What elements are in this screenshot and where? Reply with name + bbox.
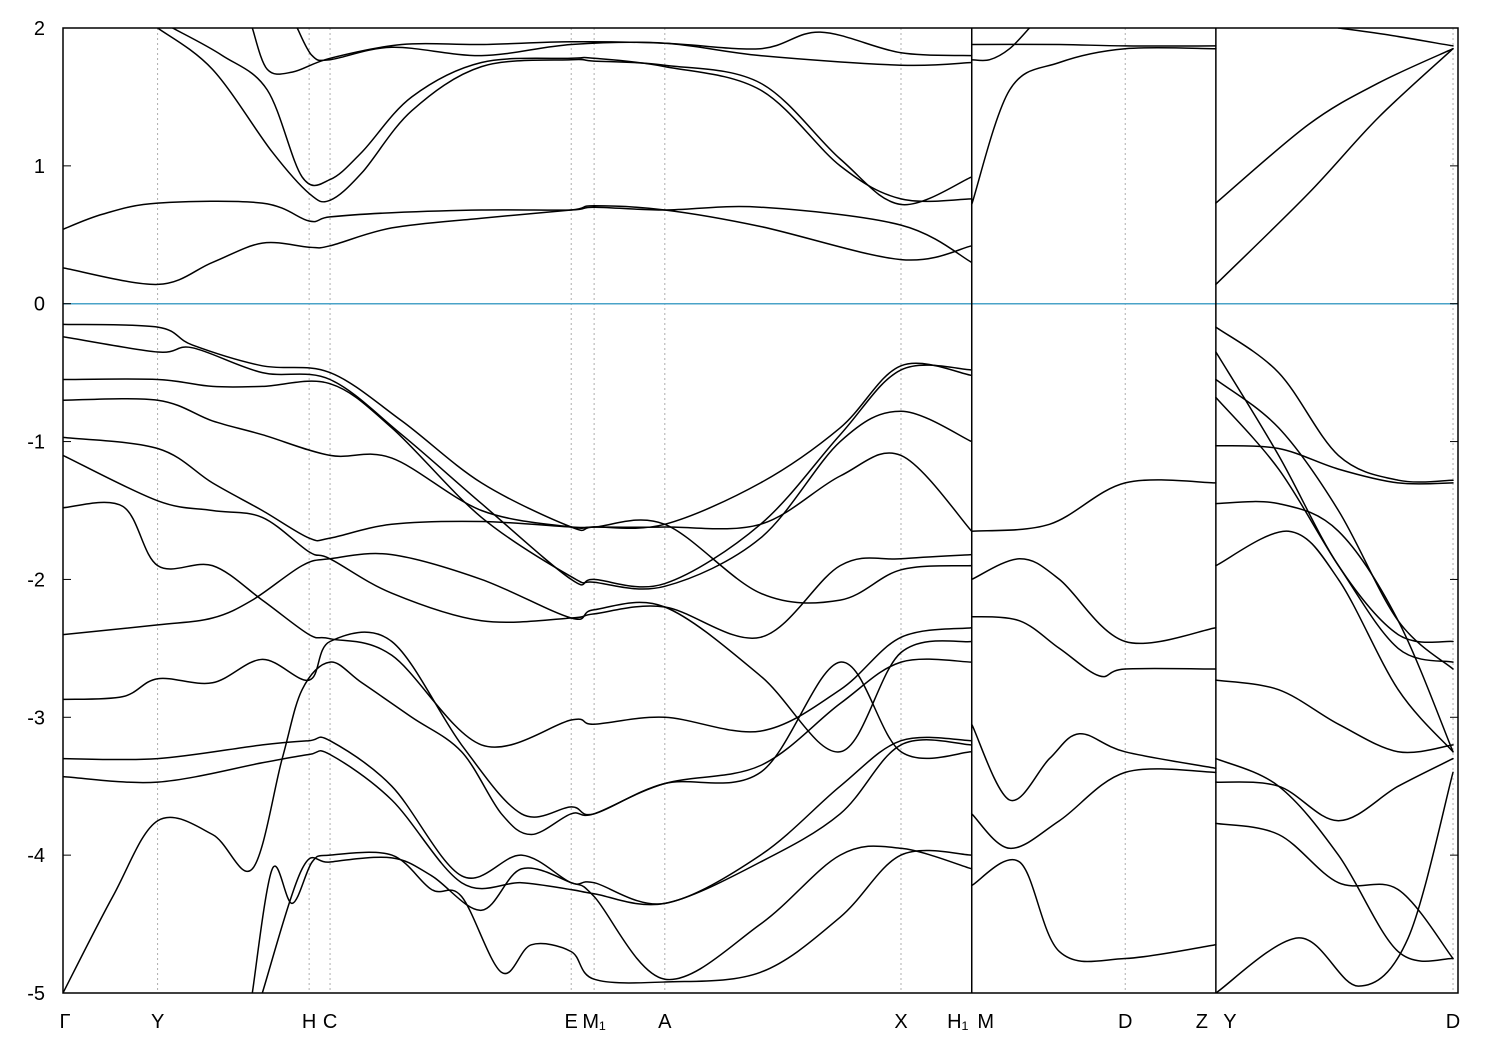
band-line-21: [970, 28, 1031, 62]
band-line-6: [296, 28, 973, 67]
x-axis: Γ Y H C E M₁ A X H₁ M D Z Y D: [59, 1011, 1460, 1033]
band-line-12: [63, 454, 973, 639]
band-line-28: [970, 768, 1217, 850]
x-tick-label: H₁: [947, 1011, 968, 1033]
band-line-22: [970, 46, 1217, 206]
band-line-42: [1215, 757, 1454, 822]
band-line-15: [63, 631, 973, 818]
y-tick-label: -1: [27, 432, 45, 454]
y-tick-label: 2: [34, 18, 45, 40]
band-line-1: [63, 200, 973, 264]
y-tick-label: 1: [34, 156, 45, 178]
band-line-34: [1215, 351, 1454, 644]
band-line-38: [1215, 500, 1454, 753]
band-line-14: [63, 552, 973, 753]
y-tick-label: 0: [34, 294, 45, 316]
band-line-29: [970, 859, 1217, 963]
band-line-8: [63, 336, 973, 588]
y-tick-label: -4: [27, 845, 45, 867]
band-line-20: [261, 845, 973, 993]
band-line-4: [171, 28, 973, 203]
band-line-25: [970, 558, 1217, 645]
x-tick-label: Γ: [59, 1011, 70, 1033]
band-line-32: [1337, 28, 1454, 47]
band-line-44: [1215, 771, 1454, 993]
x-tick-label: H: [302, 1011, 316, 1033]
x-tick-label: Z: [1196, 1011, 1208, 1033]
y-tick-label: -2: [27, 569, 45, 591]
y-tick-label: -3: [27, 707, 45, 729]
kpoint-gridlines: [157, 28, 1454, 993]
band-line-18: [63, 658, 973, 993]
band-line-26: [970, 615, 1217, 678]
band-line-19: [251, 849, 973, 993]
x-tick-label: X: [894, 1011, 907, 1033]
band-line-33: [1215, 326, 1454, 483]
band-line-40: [1215, 679, 1454, 754]
band-line-39: [1215, 530, 1454, 753]
plot-frame: [62, 27, 1459, 994]
x-tick-label: Y: [1223, 1011, 1236, 1033]
band-line-5: [251, 28, 973, 75]
x-tick-label: E: [565, 1011, 578, 1033]
band-line-30: [1215, 47, 1454, 204]
band-line-10: [63, 397, 973, 532]
y-axis: 2 1 0 -1 -2 -3 -4 -5: [27, 18, 1458, 1005]
x-tick-label: Y: [151, 1011, 164, 1033]
band-line-13: [63, 501, 973, 748]
segment-breaks: [970, 28, 1217, 993]
x-tick-label: C: [323, 1011, 337, 1033]
band-line-27: [970, 723, 1217, 802]
band-line-41: [1215, 757, 1454, 962]
band-line-23: [970, 43, 1217, 47]
band-line-2: [63, 205, 973, 286]
band-line-35: [1215, 378, 1454, 670]
x-tick-label: M: [977, 1011, 994, 1033]
band-line-17: [63, 739, 973, 906]
y-tick-label: -5: [27, 983, 45, 1005]
x-tick-label: M₁: [582, 1011, 606, 1033]
band-line-7: [63, 323, 973, 532]
band-line-43: [1215, 822, 1454, 960]
band-line-24: [970, 479, 1217, 532]
band-line-31: [1215, 47, 1454, 286]
band-line-3: [156, 28, 973, 206]
band-line-36: [1215, 396, 1454, 663]
band-line-16: [63, 736, 973, 905]
x-tick-label: D: [1446, 1011, 1460, 1033]
band-line-37: [1215, 444, 1454, 485]
x-tick-label: A: [658, 1011, 672, 1033]
band-line-9: [63, 378, 973, 590]
band-lines: [63, 28, 1454, 993]
band-line-11: [63, 436, 973, 604]
x-tick-label: D: [1118, 1011, 1132, 1033]
